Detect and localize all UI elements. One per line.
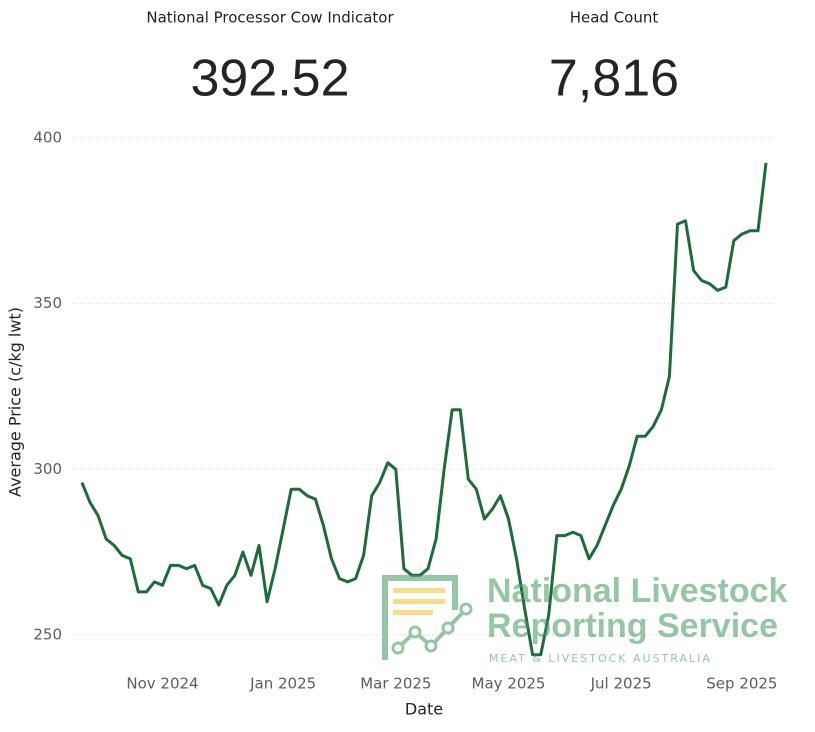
kpi-value: 7,816 xyxy=(549,50,679,108)
logo-text: National Livestock xyxy=(487,572,788,610)
y-tick-label: 250 xyxy=(33,625,62,643)
logo-text: Reporting Service xyxy=(487,607,778,645)
logo-bar xyxy=(393,599,445,604)
x-axis-label: Date xyxy=(405,700,443,719)
x-tick-label: Sep 2025 xyxy=(706,675,777,693)
kpi-value: 392.52 xyxy=(190,50,349,108)
kpi-label: National Processor Cow Indicator xyxy=(146,9,394,27)
x-tick-label: Mar 2025 xyxy=(360,675,431,693)
logo-dot xyxy=(459,602,473,616)
price-line xyxy=(80,162,768,657)
x-tick-label: Nov 2024 xyxy=(126,675,198,693)
logo-frame xyxy=(382,575,458,660)
logo-dot xyxy=(408,625,422,639)
logo-bar xyxy=(393,610,433,615)
y-axis-label: Average Price (c/kg lwt) xyxy=(6,307,25,497)
logo-tagline: MEAT & LIVESTOCK AUSTRALIA xyxy=(489,652,712,665)
logo-bar xyxy=(393,588,445,593)
y-tick-label: 350 xyxy=(33,294,62,312)
watermark: National Livestock Reporting Service MEA… xyxy=(382,572,788,665)
x-tick-label: Jan 2025 xyxy=(249,675,316,693)
y-tick-label: 400 xyxy=(33,129,62,147)
logo-dot xyxy=(441,621,455,635)
logo-dot xyxy=(424,639,438,653)
x-tick-label: May 2025 xyxy=(472,675,546,693)
y-tick-label: 300 xyxy=(33,460,62,478)
x-tick-label: Jul 2025 xyxy=(590,675,652,693)
logo-dot xyxy=(391,641,405,655)
kpi-label: Head Count xyxy=(570,9,659,27)
